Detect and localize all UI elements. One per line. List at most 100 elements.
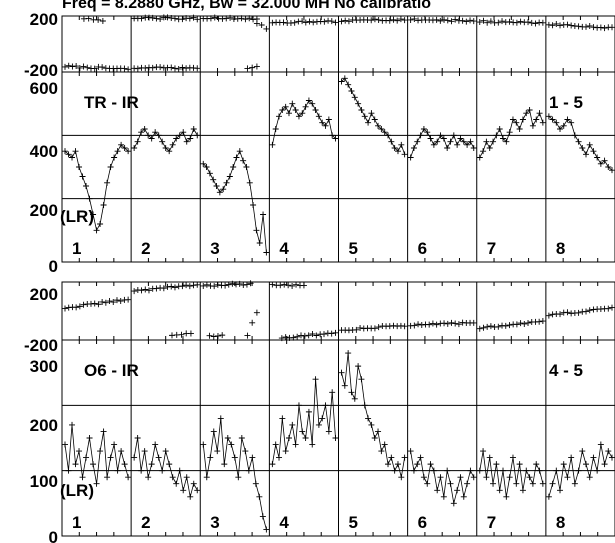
- data-point-marker: [263, 25, 270, 32]
- data-point-marker: [536, 110, 543, 117]
- data-point-marker: [229, 280, 236, 287]
- data-point-marker: [141, 448, 148, 455]
- data-point-marker: [424, 480, 431, 487]
- data-point-marker: [564, 309, 571, 316]
- data-point-marker: [190, 126, 197, 132]
- y-tick-label: 200: [30, 201, 58, 220]
- data-point-marker: [281, 281, 288, 288]
- data-point-marker: [272, 441, 279, 448]
- data-point-marker: [579, 448, 586, 455]
- data-point-marker: [65, 467, 72, 474]
- data-point-marker: [437, 132, 444, 139]
- data-point-marker: [100, 428, 107, 435]
- data-point-marker: [322, 122, 329, 129]
- data-point-marker: [247, 280, 254, 287]
- amplitude-trace: [64, 424, 129, 484]
- baseline-label: 5: [349, 239, 358, 258]
- amplitude-trace: [548, 115, 613, 171]
- data-point-marker: [467, 17, 474, 24]
- baseline-4-series: [269, 17, 339, 27]
- data-point-marker: [186, 15, 193, 22]
- data-point-marker: [118, 141, 125, 148]
- data-point-marker: [62, 441, 68, 448]
- data-point-marker: [276, 454, 283, 461]
- data-point-marker: [242, 16, 249, 23]
- data-point-marker: [176, 467, 183, 474]
- amplitude-panel-2: 600 400 200 01 2 3 4 5 6 7 8 TR - IR 1 - 5 (LR): [30, 71, 615, 276]
- data-point-marker: [238, 15, 245, 22]
- data-point-marker: [104, 179, 111, 186]
- data-point-marker: [609, 167, 615, 174]
- data-point-marker: [279, 415, 286, 422]
- data-point-marker: [121, 461, 128, 468]
- data-point-marker: [342, 17, 349, 24]
- data-point-marker: [495, 323, 502, 330]
- data-point-marker: [319, 119, 326, 126]
- data-point-marker: [371, 116, 378, 123]
- data-point-marker: [454, 141, 461, 148]
- data-point-marker: [410, 467, 417, 474]
- data-point-marker: [223, 15, 230, 22]
- data-point-marker: [246, 179, 253, 186]
- data-point-marker: [411, 322, 418, 329]
- data-point-marker: [516, 461, 523, 468]
- data-point-marker: [107, 454, 114, 461]
- baseline-1-series: [62, 15, 132, 73]
- data-point-marker: [470, 319, 477, 326]
- data-point-marker: [79, 474, 86, 481]
- data-point-marker: [375, 324, 382, 331]
- data-point-marker: [194, 281, 201, 288]
- data-point-marker: [253, 63, 260, 70]
- data-point-marker: [107, 164, 114, 170]
- data-point-marker: [65, 62, 72, 69]
- data-point-marker: [417, 454, 424, 461]
- data-point-marker: [91, 65, 98, 72]
- data-point-marker: [277, 282, 284, 289]
- data-point-marker: [493, 461, 500, 468]
- data-point-marker: [253, 227, 260, 234]
- data-point-marker: [249, 454, 256, 461]
- data-point-marker: [99, 17, 106, 24]
- data-point-marker: [142, 286, 149, 293]
- data-point-marker: [545, 113, 552, 120]
- data-point-marker: [414, 461, 421, 468]
- data-point-marker: [279, 107, 286, 113]
- data-point-marker: [222, 282, 229, 289]
- data-point-marker: [259, 513, 266, 520]
- y-tick-label: 600: [30, 79, 58, 98]
- data-point-marker: [282, 448, 289, 455]
- data-point-marker: [476, 325, 483, 332]
- data-point-marker: [487, 18, 494, 25]
- data-point-marker: [319, 415, 326, 422]
- data-point-marker: [484, 19, 491, 26]
- data-point-marker: [338, 18, 345, 25]
- data-point-marker: [200, 160, 207, 167]
- data-point-marker: [285, 110, 292, 117]
- data-point-marker: [76, 64, 83, 71]
- baseline-6-series: [407, 319, 477, 329]
- data-point-marker: [553, 20, 560, 27]
- data-point-marker: [269, 281, 276, 288]
- baseline-label: 6: [418, 513, 427, 532]
- data-point-marker: [329, 132, 336, 139]
- baseline-3-series: [200, 280, 260, 340]
- phase-panel-1: 200 -200: [24, 10, 615, 80]
- data-point-marker: [87, 300, 94, 307]
- data-point-marker: [176, 132, 183, 139]
- data-point-marker: [590, 24, 597, 31]
- data-point-marker: [217, 415, 224, 422]
- data-point-marker: [506, 18, 513, 25]
- data-point-marker: [575, 138, 582, 145]
- data-point-marker: [83, 454, 90, 461]
- data-point-marker: [509, 454, 516, 461]
- data-point-marker: [148, 135, 155, 142]
- data-point-marker: [73, 304, 80, 311]
- y-tick-label: 400: [30, 142, 58, 161]
- data-point-marker: [325, 428, 332, 435]
- data-point-marker: [95, 16, 102, 23]
- data-point-marker: [441, 16, 448, 23]
- data-point-marker: [597, 441, 604, 448]
- baseline-2-series: [131, 14, 201, 72]
- data-point-marker: [312, 376, 319, 383]
- data-point-marker: [155, 132, 162, 139]
